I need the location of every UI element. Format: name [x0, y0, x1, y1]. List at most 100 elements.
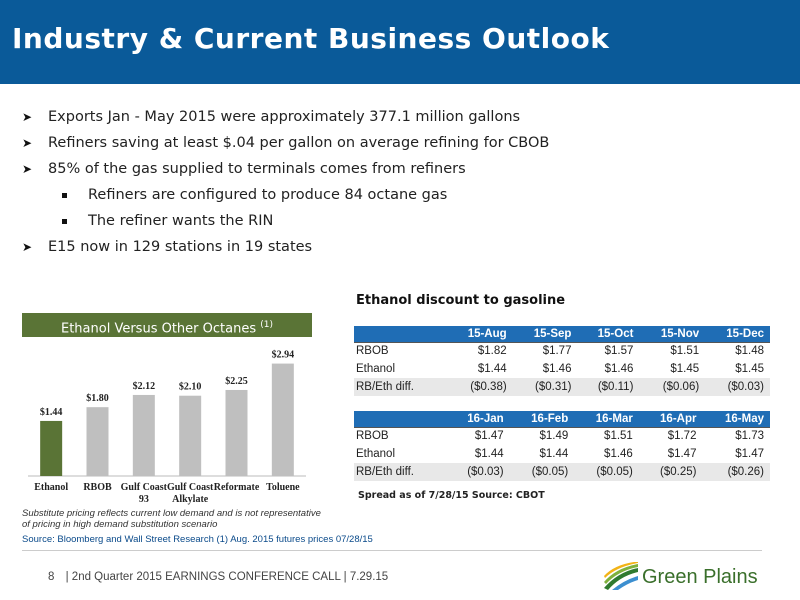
- column-header: 15-Oct: [577, 326, 640, 342]
- arrow-bullet-icon: ➤: [22, 240, 33, 254]
- row-label: RB/Eth diff.: [354, 378, 446, 396]
- column-header: 16-Feb: [509, 411, 575, 427]
- spread-note: Spread as of 7/28/15 Source: CBOT: [358, 490, 545, 501]
- bar: [179, 395, 202, 476]
- table-cell: $1.57: [577, 341, 640, 360]
- discount-table-2015: 15-Aug 15-Sep 15-Oct 15-Nov 15-Dec RBOB $1.82 $…: [354, 326, 770, 396]
- footer: 8 | 2nd Quarter 2015 EARNINGS CONFERENCE…: [48, 571, 388, 583]
- column-header: 15-Sep: [512, 326, 578, 342]
- table-cell: ($0.31): [512, 378, 578, 396]
- row-label: RBOB: [354, 341, 446, 360]
- table-cell: $1.44: [539, 448, 569, 460]
- table-cell: ($0.05): [574, 463, 639, 481]
- sub-bullet-item: The refiner wants the RIN: [22, 208, 782, 234]
- chart-title: Ethanol Versus Other Octanes (1): [22, 313, 312, 337]
- sub-bullet-text: Refiners are configured to produce 84 oc…: [88, 187, 448, 203]
- bar: [40, 420, 63, 476]
- footer-text: | 2nd Quarter 2015 EARNINGS CONFERENCE C…: [65, 571, 389, 583]
- header-blank-cell: [354, 326, 446, 342]
- column-header: 15-Dec: [705, 326, 770, 342]
- page-number: 8: [48, 571, 55, 583]
- source-note: Source: Bloomberg and Wall Street Resear…: [22, 534, 373, 545]
- arrow-bullet-icon: ➤: [22, 162, 33, 176]
- bar-value-label: $2.12: [133, 381, 156, 392]
- table-cell: $1.44: [474, 448, 504, 460]
- table-cell: ($0.11): [577, 378, 640, 396]
- column-header: 15-Nov: [639, 326, 706, 342]
- table-cell: $1.47: [735, 448, 764, 460]
- row-label: RBOB: [354, 426, 446, 445]
- square-bullet-icon: [62, 219, 67, 224]
- table-row: RB/Eth diff. ($0.38) ($0.31) ($0.11) ($0.06)…: [354, 378, 770, 396]
- header-blank-cell: [354, 411, 446, 427]
- green-plains-logo: Green Plains: [604, 560, 764, 596]
- chart-title-text: Ethanol Versus Other Octanes: [61, 321, 257, 337]
- category-label: Gulf Coast: [121, 482, 168, 493]
- table-row: RBOB $1.47 $1.49 $1.51 $1.72 $1.73: [354, 426, 770, 445]
- table-cell: ($0.06): [639, 378, 706, 396]
- bar: [225, 389, 248, 476]
- table-cell: ($0.05): [509, 463, 575, 481]
- table-cell: $1.45: [670, 363, 700, 375]
- bullet-item: ➤ 85% of the gas supplied to terminals c…: [22, 156, 782, 182]
- category-label: RBOB: [83, 482, 112, 493]
- category-label: Reformate: [214, 482, 260, 493]
- table-cell: $1.46: [604, 448, 633, 460]
- table-cell: $1.49: [509, 426, 575, 445]
- table-row: RBOB $1.82 $1.77 $1.57 $1.51 $1.48: [354, 341, 770, 360]
- field-rows-icon: [604, 562, 638, 590]
- table-cell: $1.47: [446, 426, 510, 445]
- table-cell: $1.82: [446, 341, 513, 360]
- column-header: 16-May: [702, 411, 770, 427]
- bar: [132, 394, 155, 476]
- row-label: Ethanol: [356, 448, 396, 460]
- discount-title: Ethanol discount to gasoline: [356, 293, 566, 308]
- chart-note: Substitute pricing reflects current low …: [22, 508, 321, 530]
- table-cell: ($0.25): [638, 463, 703, 481]
- footer-divider: [22, 550, 762, 551]
- row-label: Ethanol: [356, 363, 396, 375]
- bar-value-label: $2.25: [225, 376, 248, 387]
- bullet-text: E15 now in 129 stations in 19 states: [48, 239, 313, 255]
- square-bullet-icon: [62, 193, 67, 198]
- column-header: 16-Mar: [574, 411, 639, 427]
- bullet-text: Refiners saving at least $.04 per gallon…: [48, 135, 550, 151]
- table-cell: $1.73: [702, 426, 770, 445]
- sub-bullet-text: The refiner wants the RIN: [88, 213, 274, 229]
- bullet-item: ➤ Refiners saving at least $.04 per gall…: [22, 130, 782, 156]
- column-header: 16-Apr: [638, 411, 703, 427]
- bullet-item: ➤ E15 now in 129 stations in 19 states: [22, 234, 782, 260]
- table-cell: $1.44: [477, 363, 507, 375]
- table-cell: $1.47: [667, 448, 697, 460]
- column-header: 16-Jan: [446, 411, 510, 427]
- table-cell: ($0.26): [702, 463, 770, 481]
- arrow-bullet-icon: ➤: [22, 136, 33, 150]
- category-label: Alkylate: [172, 494, 209, 505]
- table-cell: ($0.03): [446, 463, 510, 481]
- table-cell: $1.45: [735, 363, 764, 375]
- logo-text: Green Plains: [642, 566, 758, 588]
- category-label: 93: [139, 494, 149, 505]
- row-label: RB/Eth diff.: [354, 463, 446, 481]
- discount-table-2016: 16-Jan 16-Feb 16-Mar 16-Apr 16-May RBOB $1.47 $…: [354, 411, 770, 481]
- category-label: Toluene: [266, 482, 300, 493]
- category-label: Gulf Coast: [167, 482, 214, 493]
- bar: [271, 363, 294, 476]
- table-cell: $1.46: [604, 363, 634, 375]
- table-cell: $1.48: [705, 341, 770, 360]
- category-label: Ethanol: [34, 482, 68, 493]
- table-header-row: 15-Aug 15-Sep 15-Oct 15-Nov 15-Dec: [354, 326, 770, 342]
- table-cell: $1.46: [542, 363, 572, 375]
- table-row: Ethanol $1.44 $1.46 $1.46 $1.45 $1.45: [354, 360, 770, 378]
- table-cell: $1.51: [574, 426, 639, 445]
- bar: [86, 407, 109, 476]
- footnote-marker: (1): [260, 320, 273, 330]
- table-row: RB/Eth diff. ($0.03) ($0.05) ($0.05) ($0.25)…: [354, 463, 770, 481]
- table-row: Ethanol $1.44 $1.44 $1.46 $1.47 $1.47: [354, 445, 770, 463]
- bullet-list: ➤ Exports Jan - May 2015 were approximat…: [22, 104, 782, 260]
- table-cell: ($0.03): [705, 378, 770, 396]
- bullet-item: ➤ Exports Jan - May 2015 were approximat…: [22, 104, 782, 130]
- bar-value-label: $1.80: [86, 393, 109, 404]
- bar-value-label: $2.10: [179, 382, 202, 393]
